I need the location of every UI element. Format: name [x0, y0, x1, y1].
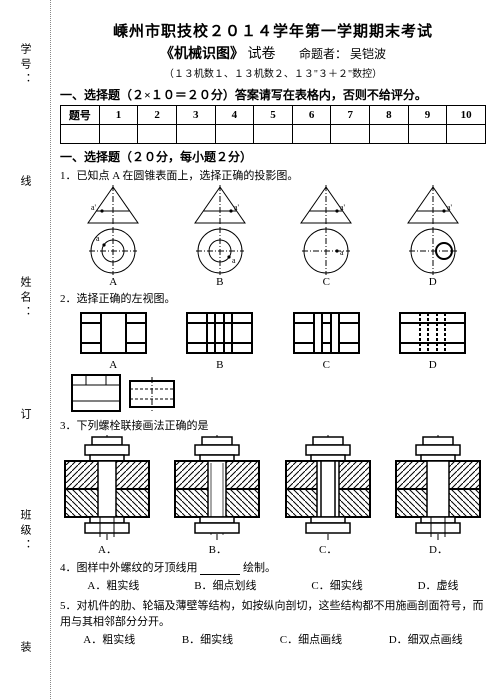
q1-figures: a' a A a' a B — [60, 185, 486, 288]
q3-label-a: A． — [60, 541, 155, 557]
q2-label-c: C — [289, 359, 364, 371]
q3-label-c: C． — [281, 541, 376, 557]
q1-fig-b: a' a — [185, 185, 255, 275]
svg-text:a: a — [96, 234, 100, 243]
paper-label: 试卷 — [247, 47, 275, 62]
grid-h3: 3 — [176, 106, 215, 125]
q1-fig-a: a' a — [78, 185, 148, 275]
grid-h5: 5 — [254, 106, 293, 125]
q5-text: 5．对机件的肋、轮辐及薄壁等结构，如按纵向剖切，这些结构都不用施画剖面符号，而用… — [60, 597, 486, 629]
q3-fig-d — [391, 435, 486, 540]
page-title: 嵊州市职技校２０１４学年第一学期期末考试 — [60, 20, 486, 41]
q4-opt-a: A．粗实线 — [87, 577, 139, 593]
q1-label-a: A — [78, 276, 148, 288]
q1-label-b: B — [185, 276, 255, 288]
q1-fig-d: a' — [398, 185, 468, 275]
q5-opt-b: B．细实线 — [182, 631, 233, 647]
q4-blank — [200, 563, 240, 575]
grid-h6: 6 — [292, 106, 331, 125]
grid-rowlabel: 题号 — [61, 106, 100, 125]
q2-fig-d — [395, 308, 470, 358]
q5-options: A．粗实线 B．细实线 C．细点画线 D．细双点画线 — [60, 631, 486, 647]
grid-h9: 9 — [408, 106, 447, 125]
answer-grid: 题号 1 2 3 4 5 6 7 8 9 10 — [60, 105, 486, 144]
q3-figures — [60, 435, 486, 540]
grid-h8: 8 — [370, 106, 409, 125]
q5-opt-c: C．细点画线 — [280, 631, 342, 647]
q2-fig-a — [76, 308, 151, 358]
q4-text-b: 绘制。 — [243, 562, 276, 574]
section-1-heading: 一、选择题（２×１０＝２０分）答案请写在表格内，否则不给评分。 — [60, 86, 486, 103]
q3-fig-c — [281, 435, 376, 540]
svg-text:a: a — [340, 248, 344, 257]
q4-text: 4．图样中外螺纹的牙顶线用 绘制。 — [60, 559, 486, 575]
q3-fig-b — [170, 435, 265, 540]
q2-label-a: A — [76, 359, 151, 371]
q1-label-d: D — [398, 276, 468, 288]
q4-opt-c: C．细实线 — [311, 577, 362, 593]
svg-text:a: a — [232, 256, 236, 265]
author-label: 命题者： — [299, 47, 347, 61]
q1-fig-c: a' a — [291, 185, 361, 275]
grid-h1: 1 — [99, 106, 138, 125]
author-name: 吴铠波 — [350, 47, 386, 61]
q2-given-views — [70, 373, 180, 415]
q2-fig-c — [289, 308, 364, 358]
course-name: 《机械识图》 — [160, 47, 244, 62]
q3-fig-a — [60, 435, 155, 540]
svg-text:a': a' — [340, 203, 346, 212]
q4-text-a: 4．图样中外螺纹的牙顶线用 — [60, 562, 198, 574]
grid-h10: 10 — [447, 106, 486, 125]
side-ding: 订 — [17, 408, 33, 423]
svg-text:a': a' — [234, 203, 240, 212]
section-1b-heading: 一、选择题（２０分，每小题２分） — [60, 148, 486, 165]
q2-label-b: B — [182, 359, 257, 371]
grid-h7: 7 — [331, 106, 370, 125]
q1-text: 1．已知点 A 在圆锥表面上，选择正确的投影图。 — [60, 167, 486, 183]
q2-text: 2．选择正确的左视图。 — [60, 290, 486, 306]
subtitle-row: 《机械识图》 试卷 命题者： 吴铠波 — [60, 43, 486, 63]
q2-figures: A B C — [60, 308, 486, 371]
q3-label-d: D． — [391, 541, 486, 557]
q3-label-b: B． — [170, 541, 265, 557]
q5-opt-a: A．粗实线 — [83, 631, 135, 647]
q4-options: A．粗实线 B．细点划线 C．细实线 D．虚线 — [60, 577, 486, 593]
svg-text:a': a' — [447, 203, 453, 212]
binding-margin: 学号： 线 姓名： 订 班级： 装 — [0, 0, 51, 699]
grid-h2: 2 — [138, 106, 177, 125]
grid-h4: 4 — [215, 106, 254, 125]
q1-label-c: C — [291, 276, 361, 288]
q2-label-d: D — [395, 359, 470, 371]
side-banji: 班级： — [17, 509, 33, 554]
q4-opt-b: B．细点划线 — [194, 577, 256, 593]
side-xingming: 姓名： — [17, 276, 33, 321]
class-info: （１３机数１、１３机数２、１３"３＋２"数控） — [60, 65, 486, 80]
side-xuehao: 学号： — [17, 43, 33, 88]
q5-opt-d: D．细双点画线 — [389, 631, 463, 647]
q3-text: 3．下列螺栓联接画法正确的是 — [60, 417, 486, 433]
side-zhuang: 装 — [17, 641, 33, 656]
q2-fig-b — [182, 308, 257, 358]
q4-opt-d: D．虚线 — [418, 577, 459, 593]
svg-text:a': a' — [91, 203, 97, 212]
side-xian: 线 — [17, 175, 33, 190]
